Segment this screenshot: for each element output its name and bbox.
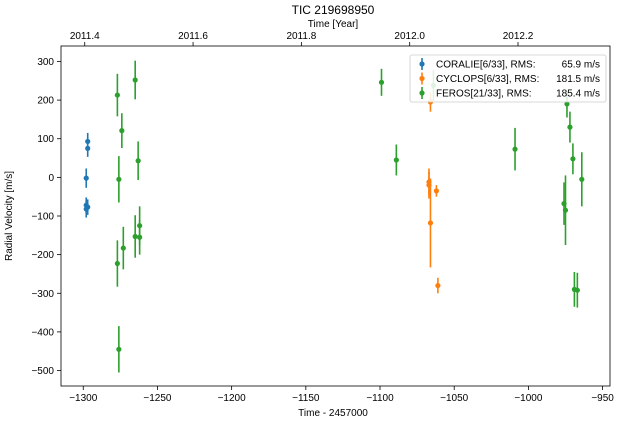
y-tick-label: 200 (37, 96, 54, 107)
legend-marker (419, 61, 425, 67)
legend-marker (419, 90, 425, 96)
data-point (132, 233, 138, 240)
x-tick-label: −1050 (440, 393, 469, 404)
data-point (562, 207, 569, 213)
top-x-axis-label: Time [Year] (308, 19, 359, 30)
top-x-tick-label: 2012.2 (503, 31, 534, 42)
y-tick-label: −100 (31, 212, 54, 223)
y-tick-label: 100 (37, 134, 54, 145)
data-point (116, 176, 122, 182)
plot-area (83, 60, 585, 373)
data-point (114, 260, 120, 267)
data-point (119, 128, 125, 134)
legend-marker (419, 75, 425, 82)
legend-label: CORALIE[6/33], RMS: (436, 60, 535, 71)
legend-rms: 185.4 m/s (556, 89, 600, 100)
x-tick-label: −1000 (514, 393, 543, 404)
data-point (85, 145, 91, 151)
legend-box (409, 54, 607, 103)
data-point (393, 157, 399, 163)
legend: CORALIE[6/33], RMS: 65.9 m/s CYCLOPS[6/33]… (409, 54, 607, 103)
x-axis-label: Time - 2457000 (298, 408, 368, 419)
top-x-tick-label: 2011.4 (70, 31, 100, 42)
x-tick-label: −1100 (366, 393, 394, 404)
data-point (135, 158, 141, 164)
legend-label: CYCLOPS[6/33], RMS: (436, 74, 539, 85)
data-point (435, 282, 441, 289)
axis-ticks: −1300 −1250 −1200 −1150 −1100 −1050 −1000 −9502… (31, 31, 614, 404)
legend-rms: 181.5 m/s (556, 74, 600, 85)
data-point (512, 146, 518, 152)
y-tick-label: −200 (31, 250, 54, 261)
top-x-tick-label: 2011.6 (178, 31, 208, 42)
series-group (83, 132, 91, 218)
y-tick-label: 300 (37, 57, 54, 68)
data-point (114, 92, 120, 98)
data-point (574, 287, 580, 293)
data-point (433, 188, 439, 194)
data-point (85, 204, 91, 210)
x-tick-label: −950 (591, 393, 614, 404)
data-point (83, 175, 89, 181)
legend-rms: 65.9 m/s (562, 60, 600, 71)
data-point (427, 220, 434, 226)
x-tick-label: −1250 (143, 393, 172, 404)
data-point (132, 77, 138, 83)
x-tick-label: −1200 (218, 393, 247, 404)
top-x-tick-label: 2011.8 (286, 31, 316, 42)
series-group (426, 92, 441, 294)
y-axis-label: Radial Velocity [m/s] (4, 171, 15, 261)
data-point (564, 101, 570, 107)
y-tick-label: −300 (31, 289, 54, 300)
top-x-tick-label: 2012.0 (394, 31, 425, 42)
chart-title: TIC 219698950 (292, 3, 375, 17)
data-point (567, 124, 573, 130)
legend-label: FEROS[21/33], RMS: (436, 89, 532, 100)
y-tick-label: −400 (31, 327, 54, 338)
data-point (378, 79, 385, 85)
data-point (570, 156, 576, 162)
x-tick-label: −1150 (292, 393, 320, 404)
data-point (116, 346, 122, 352)
y-tick-label: 0 (48, 173, 54, 184)
y-tick-label: −500 (31, 366, 54, 377)
data-point (137, 234, 143, 240)
series-group (114, 60, 585, 373)
data-point (120, 245, 126, 251)
x-tick-label: −1300 (69, 393, 98, 404)
data-point (579, 176, 585, 182)
